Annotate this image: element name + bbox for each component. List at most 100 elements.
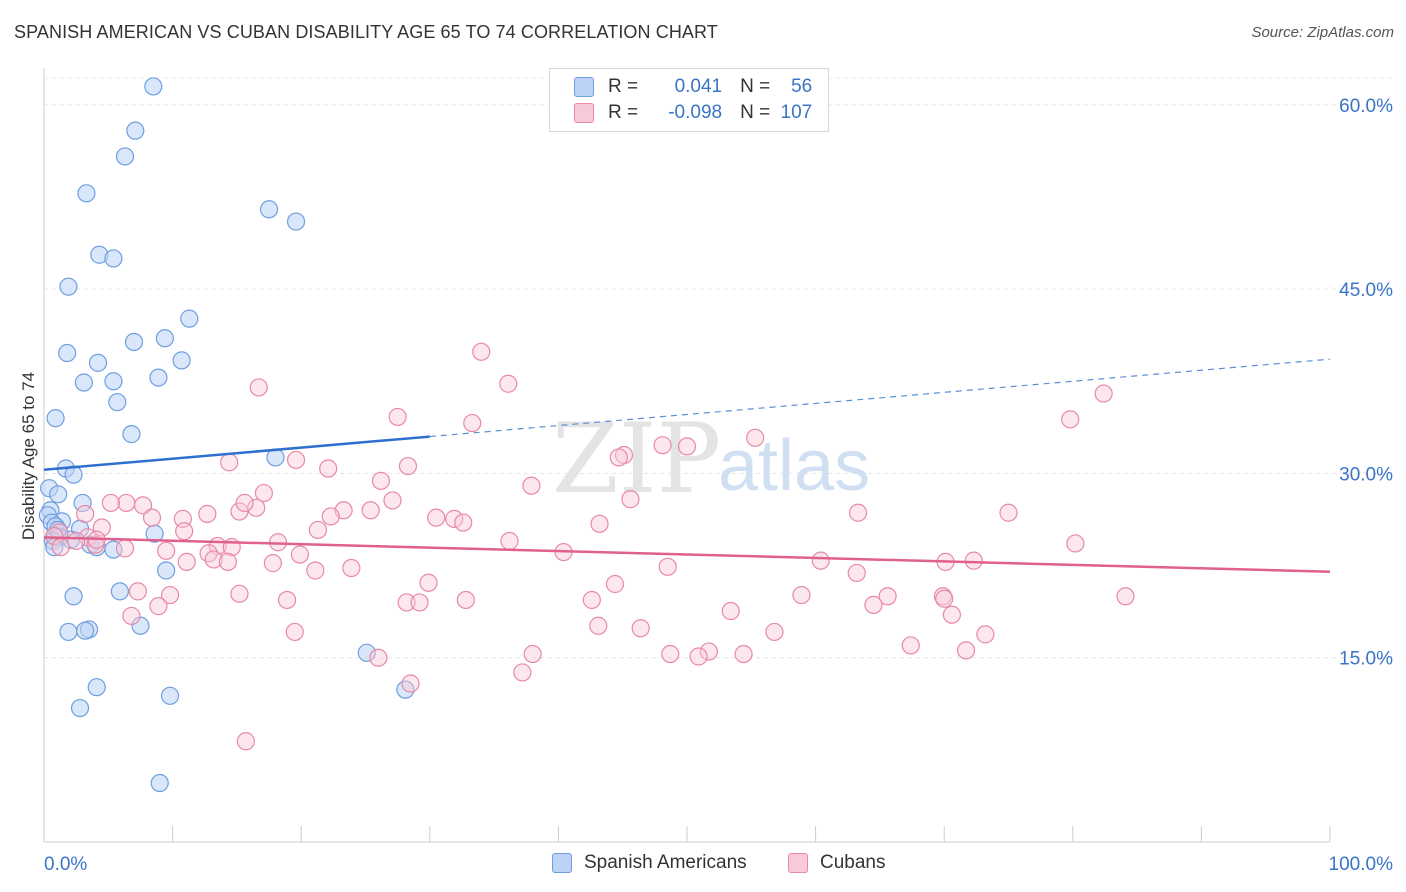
legend-label: Spanish Americans [584, 852, 747, 873]
point-cubans [677, 437, 697, 456]
y-axis-label: Disability Age 65 to 74 [19, 372, 38, 540]
axes [43, 68, 1331, 843]
point-cubans [142, 508, 162, 527]
point-cubans [235, 493, 254, 513]
y-tick-label: 30.0% [1339, 464, 1393, 485]
point-cubans [589, 616, 608, 635]
point-spanish-americans [104, 540, 123, 559]
stats-swatch-pink [574, 103, 594, 123]
r-value: -0.098 [668, 102, 723, 123]
point-cubans [513, 663, 532, 682]
point-cubans [117, 493, 136, 513]
point-cubans [149, 597, 168, 616]
point-cubans [397, 593, 416, 612]
point-cubans [1066, 534, 1085, 553]
point-spanish-americans [59, 277, 78, 296]
legend-item-cubans[interactable]: Cubans [788, 852, 886, 874]
point-spanish-americans [124, 332, 144, 352]
point-spanish-americans [286, 212, 306, 231]
point-cubans [746, 428, 765, 447]
point-cubans [76, 504, 95, 524]
point-spanish-americans [172, 351, 191, 370]
x-tick-label: 100.0% [1329, 854, 1394, 875]
y-tick-label: 45.0% [1339, 280, 1393, 301]
point-cubans [218, 552, 237, 571]
point-spanish-americans [88, 353, 108, 372]
point-spanish-americans [46, 409, 65, 428]
source-credit: Source: ZipAtlas.com [1251, 24, 1394, 41]
point-cubans [286, 450, 306, 470]
point-cubans [661, 644, 680, 664]
point-cubans [249, 378, 268, 397]
point-cubans [454, 513, 473, 532]
trend-lines [43, 358, 1331, 573]
n-label: N = [740, 76, 771, 97]
point-cubans [361, 501, 380, 520]
point-cubans [976, 625, 995, 644]
point-spanish-americans [155, 329, 174, 348]
point-cubans [631, 619, 650, 638]
y-tick-label: 60.0% [1339, 96, 1393, 117]
point-spanish-americans [70, 698, 90, 718]
point-cubans [864, 595, 883, 614]
point-cubans [371, 471, 391, 490]
tick-labels: 15.0% 30.0% 45.0% 60.0% 0.0% 100.0% [44, 96, 1393, 875]
point-cubans [935, 589, 954, 608]
point-cubans [1061, 410, 1080, 429]
point-cubans [427, 508, 446, 527]
point-cubans [204, 550, 223, 569]
stats-row-spanish-americans: R = 0.041 N = 56 [574, 75, 812, 99]
point-cubans [419, 573, 438, 592]
point-spanish-americans [104, 372, 123, 391]
legend-label: Cubans [820, 852, 886, 873]
point-cubans [388, 407, 407, 427]
trend-line-cubans [43, 536, 1331, 573]
point-cubans [522, 476, 541, 495]
point-cubans [236, 732, 256, 751]
point-spanish-americans [126, 121, 145, 140]
point-cubans [472, 342, 491, 361]
point-spanish-americans [104, 249, 123, 268]
point-cubans [653, 436, 672, 455]
point-cubans [658, 557, 677, 576]
point-spanish-americans [115, 147, 135, 166]
point-cubans [160, 585, 180, 605]
point-cubans [456, 590, 475, 610]
legend-item-spanish-americans[interactable]: Spanish Americans [552, 852, 747, 874]
point-cubans [721, 601, 740, 621]
r-value: 0.041 [674, 76, 723, 97]
point-spanish-americans [108, 393, 127, 412]
point-spanish-americans [357, 643, 376, 662]
point-cubans [901, 636, 920, 655]
point-cubans [115, 539, 135, 558]
point-cubans [101, 493, 120, 513]
point-cubans [500, 531, 519, 551]
point-cubans [247, 498, 266, 517]
point-spanish-americans [150, 773, 169, 793]
point-spanish-americans [87, 678, 106, 697]
point-cubans [689, 647, 708, 666]
point-cubans [1116, 587, 1135, 606]
point-cubans [342, 558, 361, 578]
point-cubans [290, 545, 310, 564]
point-cubans [157, 541, 176, 560]
point-cubans [398, 456, 418, 476]
point-spanish-americans [76, 621, 95, 640]
point-cubans [321, 507, 340, 526]
point-spanish-americans [58, 343, 77, 363]
point-cubans [319, 459, 338, 478]
point-cubans [175, 522, 194, 541]
point-cubans [369, 648, 388, 667]
point-spanish-americans [77, 184, 96, 203]
point-cubans [67, 531, 86, 551]
point-cubans [699, 642, 718, 661]
point-cubans [956, 641, 976, 660]
point-spanish-americans [180, 309, 199, 328]
point-cubans [220, 453, 239, 472]
point-cubans [999, 503, 1018, 522]
point-cubans [499, 374, 518, 393]
trend-line-spanish-americans [43, 435, 430, 471]
legend-swatch-pink [788, 853, 808, 873]
point-cubans [177, 552, 196, 571]
